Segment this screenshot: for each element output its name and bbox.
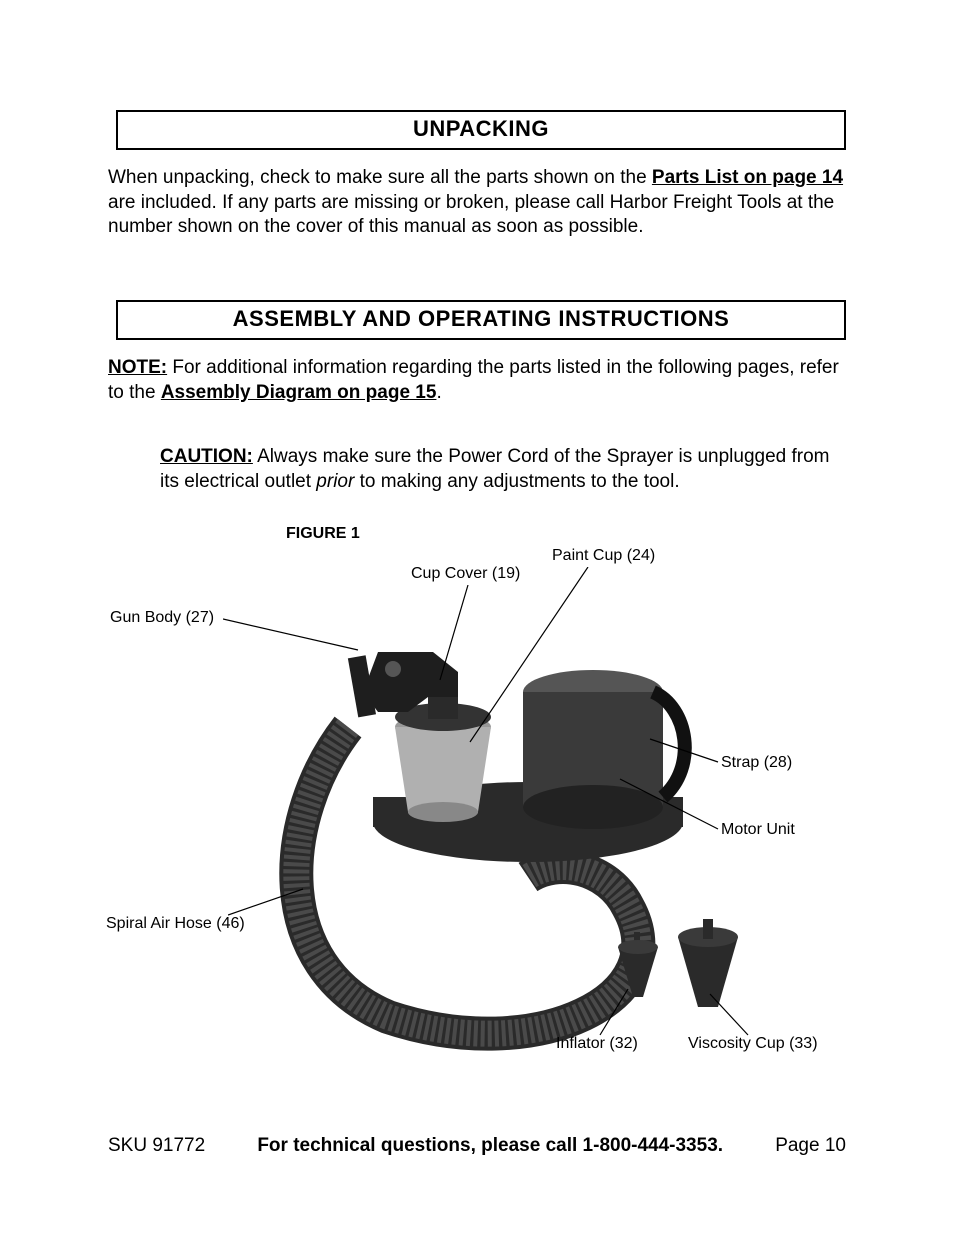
callout-inflator: Inflator (32): [556, 1035, 638, 1053]
heading-unpacking: UNPACKING: [116, 110, 846, 150]
manual-page: UNPACKING When unpacking, check to make …: [0, 0, 954, 1235]
caution-italic: prior: [316, 471, 354, 492]
text: are included. If any parts are missing o…: [108, 192, 834, 238]
footer-page: Page 10: [775, 1135, 846, 1157]
leader-line: [223, 615, 363, 655]
leader-line: [648, 737, 728, 767]
leader-line: [228, 887, 308, 927]
parts-list-link: Parts List on page 14: [652, 167, 843, 188]
text: .: [436, 382, 441, 403]
callout-motor-unit: Motor Unit: [721, 821, 795, 839]
leader-line: [468, 567, 598, 747]
text: When unpacking, check to make sure all t…: [108, 167, 652, 188]
note-paragraph: NOTE: For additional information regardi…: [108, 356, 846, 405]
figure-1-label: FIGURE 1: [286, 525, 846, 543]
footer-sku: SKU 91772: [108, 1135, 205, 1157]
text: to making any adjustments to the tool.: [354, 471, 679, 492]
figure-1: Cup Cover (19) Paint Cup (24) Gun Body (…: [108, 547, 848, 1107]
page-footer: SKU 91772 For technical questions, pleas…: [108, 1135, 846, 1157]
callout-paint-cup: Paint Cup (24): [552, 547, 655, 565]
leader-line: [708, 992, 758, 1037]
note-label: NOTE:: [108, 357, 167, 378]
callout-strap: Strap (28): [721, 754, 792, 772]
callout-spiral-hose: Spiral Air Hose (46): [106, 915, 245, 933]
callout-viscosity-cup: Viscosity Cup (33): [688, 1035, 818, 1053]
assembly-diagram-link: Assembly Diagram on page 15: [161, 382, 437, 403]
unpacking-paragraph: When unpacking, check to make sure all t…: [108, 166, 846, 240]
leader-line: [618, 777, 728, 832]
heading-assembly: ASSEMBLY AND OPERATING INSTRUCTIONS: [116, 300, 846, 340]
caution-paragraph: CAUTION: Always make sure the Power Cord…: [160, 445, 846, 494]
footer-tech: For technical questions, please call 1-8…: [257, 1135, 723, 1157]
caution-label: CAUTION:: [160, 446, 253, 467]
leader-line: [598, 987, 638, 1037]
callout-gun-body: Gun Body (27): [110, 609, 214, 627]
